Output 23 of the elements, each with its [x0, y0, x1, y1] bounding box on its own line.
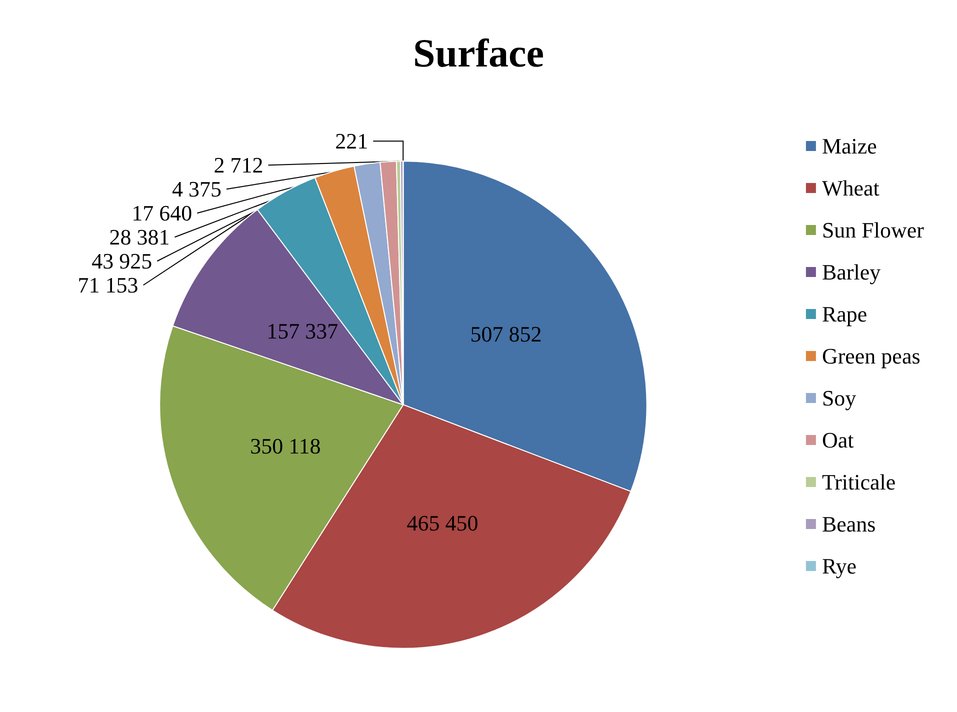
legend-label: Sun Flower: [822, 218, 925, 242]
data-label: 71 153: [78, 272, 138, 298]
legend-label: Wheat: [822, 176, 880, 200]
legend-label: Barley: [822, 260, 881, 284]
legend-label: Triticale: [822, 470, 896, 494]
data-label: 507 852: [470, 321, 542, 346]
legend-label: Soy: [822, 386, 856, 410]
legend-label: Rye: [822, 554, 856, 578]
data-label: 4 375: [172, 176, 222, 202]
legend-label: Oat: [822, 428, 854, 452]
data-label: 350 118: [250, 434, 321, 459]
data-label: 17 640: [132, 200, 192, 226]
chart-title: Surface: [412, 30, 544, 76]
legend-label: Rape: [822, 302, 868, 326]
data-label: 221: [335, 128, 368, 154]
data-label: 28 381: [109, 224, 170, 250]
legend-label: Maize: [822, 134, 877, 158]
legend-label: Beans: [822, 512, 876, 536]
data-label: 465 450: [406, 510, 478, 536]
data-label: 157 337: [266, 318, 338, 344]
data-label: 43 925: [92, 248, 152, 274]
data-label: 2 712: [214, 152, 264, 178]
legend-label: Green peas: [822, 344, 920, 368]
